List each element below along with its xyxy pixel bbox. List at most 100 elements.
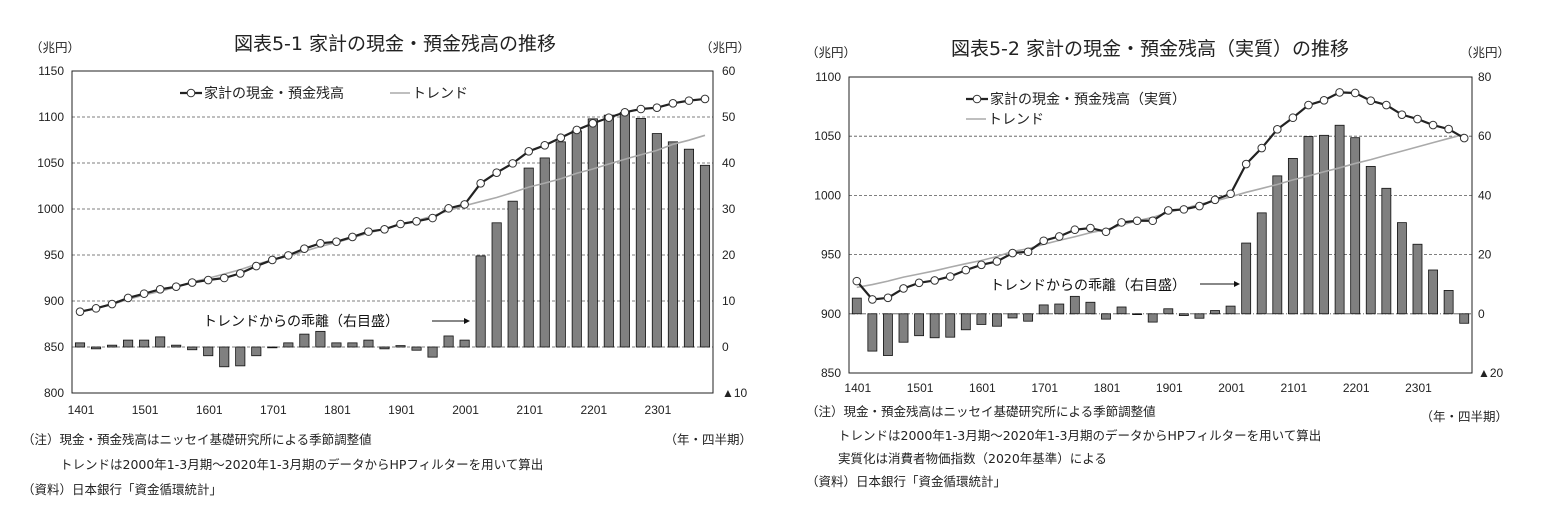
deviation-bar xyxy=(1303,136,1314,315)
deviation-bar xyxy=(1178,313,1189,316)
balance-point xyxy=(961,265,971,275)
x-tick-label: 1601 xyxy=(196,403,223,417)
deviation-bar xyxy=(667,141,678,348)
x-tick-label: 1901 xyxy=(388,403,415,417)
x-tick-label: 2201 xyxy=(1343,381,1370,395)
balance-point xyxy=(364,227,373,236)
deviation-bar xyxy=(90,346,102,350)
deviation-bar xyxy=(475,255,486,348)
deviation-bar xyxy=(851,297,862,315)
deviation-bar xyxy=(347,342,358,348)
x-tick-label: 1801 xyxy=(1094,381,1121,395)
left-tick-label: 1100 xyxy=(815,70,841,84)
balance-point xyxy=(1163,206,1173,215)
balance-point xyxy=(1413,114,1422,124)
chart-2-plot: 850 900 950 1000 1050 1100 ▲20 0 20 40 60 80 1401 150… xyxy=(814,70,1503,395)
right-tick-label: 60 xyxy=(1478,129,1492,143)
left-tick-label: 800 xyxy=(44,386,64,400)
deviation-bar xyxy=(1443,290,1454,315)
chart-2-left-unit: （兆円） xyxy=(806,45,856,60)
balance-point xyxy=(899,284,908,293)
x-tick-label: 1501 xyxy=(132,403,159,417)
deviation-bar xyxy=(1210,310,1220,315)
deviation-annotation: トレンドからの乖離（右目盛） xyxy=(203,313,399,330)
balance-point xyxy=(380,225,389,234)
balance-point xyxy=(1459,133,1469,143)
deviation-bar xyxy=(539,157,550,348)
balance-point xyxy=(412,217,421,226)
left-tick-label: 850 xyxy=(821,366,841,380)
deviation-bar xyxy=(139,339,150,348)
balance-point xyxy=(1117,218,1126,227)
balance-point xyxy=(1273,125,1282,134)
deviation-bar xyxy=(1163,308,1174,315)
balance-point xyxy=(107,299,117,309)
balance-point xyxy=(945,272,955,281)
left-tick-label: 850 xyxy=(44,340,64,354)
balance-point xyxy=(332,237,341,246)
chart-1-left-unit: （兆円） xyxy=(30,40,80,55)
right-tick-label: 20 xyxy=(1478,248,1492,262)
chart-2-right-unit: （兆円） xyxy=(1460,45,1510,60)
deviation-bar xyxy=(1365,165,1376,315)
plot-area-border xyxy=(71,70,714,394)
legend-series-label: 家計の現金・預金残高 xyxy=(204,85,344,102)
chart-1: 図表5-1 家計の現金・預金残高の推移 （兆円） （兆円） （年・四半期） （注… xyxy=(22,33,752,497)
left-tick-label: 950 xyxy=(821,248,841,262)
legend-trend-label: トレンド xyxy=(988,112,1044,128)
balance-point xyxy=(203,275,213,285)
deviation-bar xyxy=(1287,157,1298,315)
deviation-bar xyxy=(1319,134,1329,315)
chart-1-plot: 800 850 900 950 1000 1050 1100 1150 ▲10 0 10 20 30 40… xyxy=(37,64,747,417)
deviation-bar xyxy=(427,346,438,358)
deviation-bar xyxy=(267,346,278,349)
deviation-bar xyxy=(107,344,118,348)
left-tick-label: 1150 xyxy=(38,64,64,78)
balance-point xyxy=(1288,113,1298,123)
deviation-bar xyxy=(507,200,518,348)
balance-point xyxy=(284,251,293,260)
balance-point xyxy=(684,96,694,105)
balance-point xyxy=(930,276,939,285)
deviation-bar xyxy=(571,130,582,348)
deviation-bar xyxy=(331,342,342,348)
balance-point xyxy=(852,276,862,286)
balance-point xyxy=(1304,100,1313,110)
balance-point xyxy=(1382,100,1391,110)
left-tick-label: 1100 xyxy=(38,110,64,124)
deviation-bar xyxy=(74,342,86,348)
deviation-bar xyxy=(123,339,134,348)
left-tick-label: 1000 xyxy=(814,188,841,202)
annotation-arrow-head-icon xyxy=(464,318,470,324)
chart-1-right-unit: （兆円） xyxy=(700,40,750,55)
x-tick-label: 2101 xyxy=(1281,381,1308,395)
balance-point xyxy=(540,141,550,150)
balance-point xyxy=(251,261,261,271)
balance-point xyxy=(268,255,277,265)
deviation-bar xyxy=(443,335,454,348)
legend-marker-swatch xyxy=(972,94,982,104)
chart-1-xlabel: （年・四半期） xyxy=(664,432,752,447)
chart-2-source: （資料）日本銀行「資金循環統計」 xyxy=(806,474,1006,489)
deviation-bar xyxy=(1381,187,1392,315)
left-tick-label: 1050 xyxy=(814,129,841,143)
deviation-bar xyxy=(1428,269,1438,315)
legend-trend-label: トレンド xyxy=(412,86,468,102)
chart-1-note-1: （注）現金・預金残高はニッセイ基礎研究所による季節調整値 xyxy=(22,432,372,447)
balance-point xyxy=(977,260,986,270)
balance-point xyxy=(883,293,893,303)
deviation-bar xyxy=(171,344,182,348)
deviation-bar xyxy=(635,117,646,348)
x-tick-label: 2301 xyxy=(645,403,672,417)
annotation-arrow-head-icon xyxy=(1234,281,1240,287)
deviation-bar xyxy=(363,339,374,348)
deviation-bar xyxy=(1101,313,1111,320)
deviation-bar xyxy=(555,141,566,348)
balance-point xyxy=(700,94,710,104)
balance-point xyxy=(636,104,646,114)
balance-point xyxy=(171,282,181,291)
chart-2-note-2: トレンドは2000年1-3月期～2020年1-3月期のデータからHPフィルターを… xyxy=(838,428,1321,443)
chart-1-note-2: トレンドは2000年1-3月期～2020年1-3月期のデータからHPフィルターを… xyxy=(60,457,543,472)
deviation-bar xyxy=(523,167,534,348)
balance-point xyxy=(668,98,678,108)
